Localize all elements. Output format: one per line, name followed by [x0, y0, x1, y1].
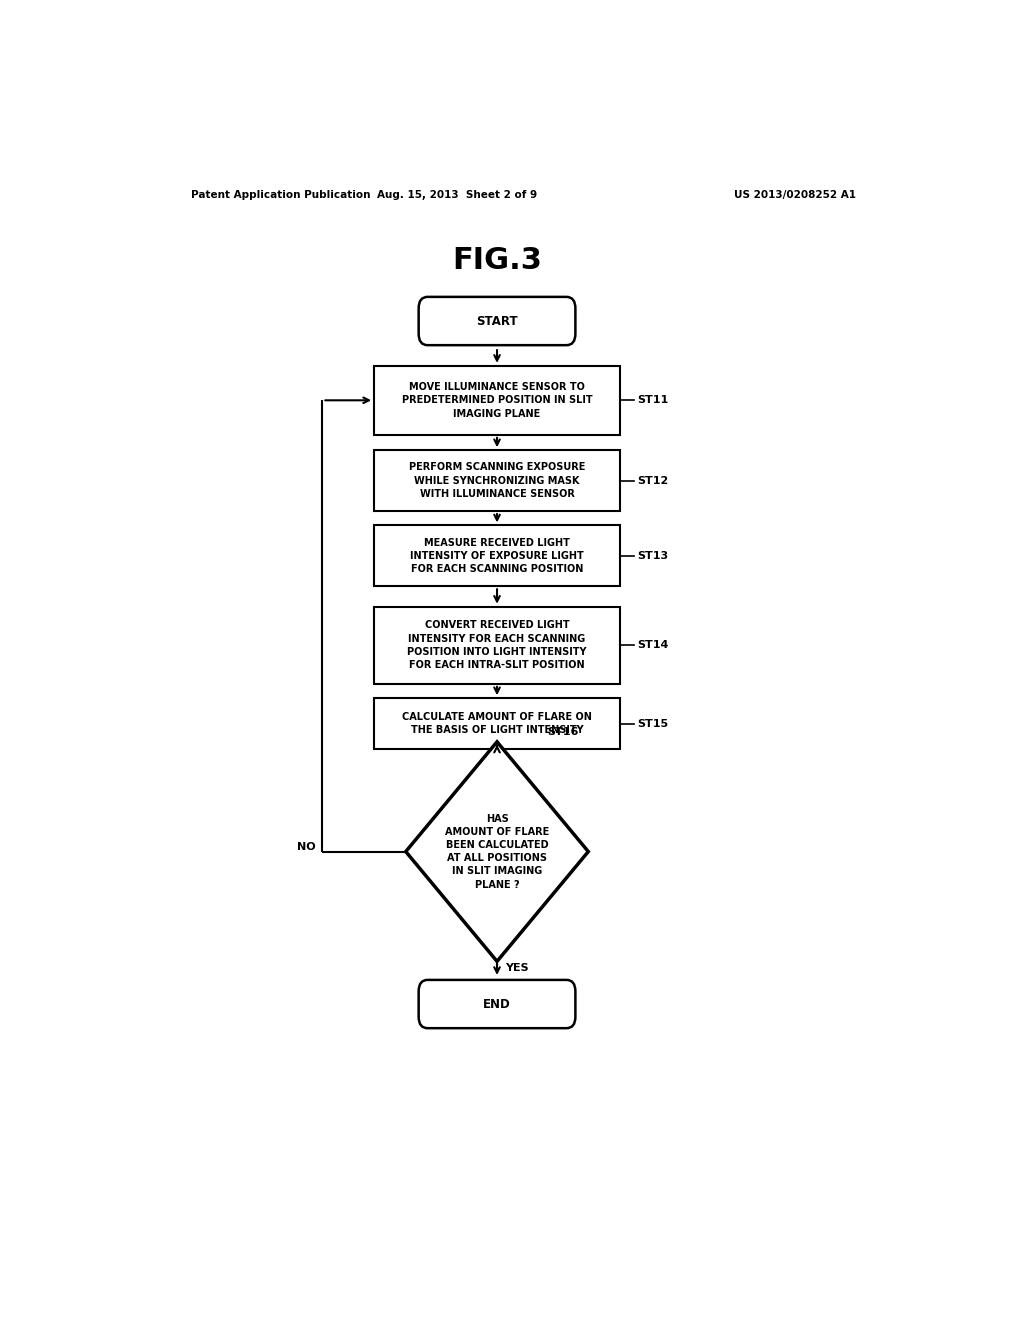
Text: YES: YES	[505, 964, 528, 973]
Bar	[374, 525, 621, 586]
Text: NO: NO	[297, 842, 316, 851]
Text: Aug. 15, 2013  Sheet 2 of 9: Aug. 15, 2013 Sheet 2 of 9	[377, 190, 538, 201]
Text: CALCULATE AMOUNT OF FLARE ON
THE BASIS OF LIGHT INTENSITY: CALCULATE AMOUNT OF FLARE ON THE BASIS O…	[402, 711, 592, 735]
Text: FIG.3: FIG.3	[452, 246, 542, 275]
Text: MOVE ILLUMINANCE SENSOR TO
PREDETERMINED POSITION IN SLIT
IMAGING PLANE: MOVE ILLUMINANCE SENSOR TO PREDETERMINED…	[401, 381, 592, 418]
Text: END: END	[483, 998, 511, 1011]
Polygon shape	[406, 742, 588, 961]
Bar	[374, 450, 621, 511]
Text: CONVERT RECEIVED LIGHT
INTENSITY FOR EACH SCANNING
POSITION INTO LIGHT INTENSITY: CONVERT RECEIVED LIGHT INTENSITY FOR EAC…	[408, 620, 587, 671]
Text: ST16: ST16	[547, 727, 579, 737]
Text: START: START	[476, 314, 518, 327]
FancyBboxPatch shape	[419, 297, 575, 345]
Text: ST12: ST12	[638, 475, 669, 486]
Text: ST13: ST13	[638, 550, 669, 561]
Text: Patent Application Publication: Patent Application Publication	[191, 190, 371, 201]
Bar	[374, 366, 621, 434]
Text: PERFORM SCANNING EXPOSURE
WHILE SYNCHRONIZING MASK
WITH ILLUMINANCE SENSOR: PERFORM SCANNING EXPOSURE WHILE SYNCHRON…	[409, 462, 585, 499]
FancyBboxPatch shape	[419, 979, 575, 1028]
Text: HAS
AMOUNT OF FLARE
BEEN CALCULATED
AT ALL POSITIONS
IN SLIT IMAGING
PLANE ?: HAS AMOUNT OF FLARE BEEN CALCULATED AT A…	[444, 813, 549, 890]
Text: US 2013/0208252 A1: US 2013/0208252 A1	[733, 190, 856, 201]
Text: ST14: ST14	[638, 640, 669, 651]
Bar	[374, 607, 621, 684]
Text: ST15: ST15	[638, 718, 669, 729]
Text: ST11: ST11	[638, 395, 669, 405]
Text: MEASURE RECEIVED LIGHT
INTENSITY OF EXPOSURE LIGHT
FOR EACH SCANNING POSITION: MEASURE RECEIVED LIGHT INTENSITY OF EXPO…	[411, 537, 584, 574]
Bar	[374, 698, 621, 748]
